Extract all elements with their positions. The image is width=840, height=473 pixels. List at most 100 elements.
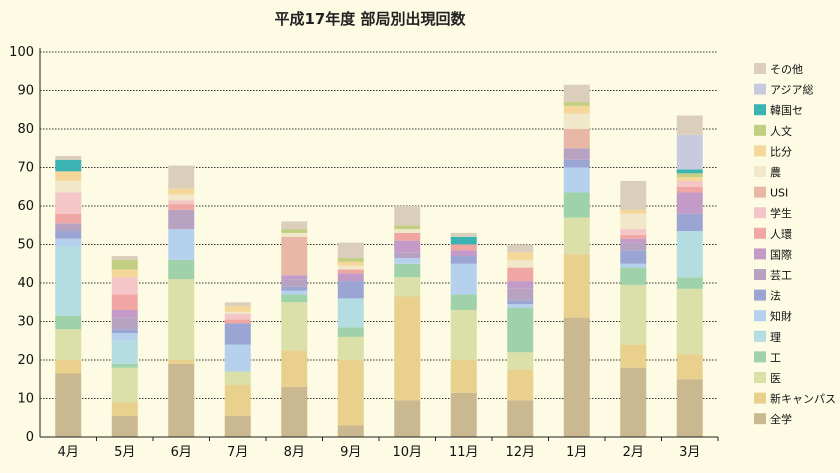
bar-segment (337, 242, 364, 258)
bar-segment (55, 180, 82, 193)
y-tick-label: 90 (17, 84, 34, 99)
bar-segment (281, 350, 308, 387)
bar-segment (55, 223, 82, 232)
bar-segment (168, 360, 195, 364)
bar-segment (337, 336, 364, 360)
bar-segment (676, 177, 703, 181)
legend-label: 学生 (770, 206, 792, 220)
bar-segment (620, 234, 647, 239)
bar-segment (281, 232, 308, 237)
bar-segment (111, 309, 138, 318)
y-tick-label: 60 (17, 199, 34, 214)
bar-segment (620, 250, 647, 264)
bar-segment (507, 369, 534, 401)
axes: 0 10 20 30 40 50 60 70 80 90 100 4月 5月 6月 7月 8月 9月 10月 11月… (9, 45, 719, 460)
legend-label: 全学 (770, 412, 792, 426)
bar-segment (55, 360, 82, 374)
x-tick-label: 6月 (171, 445, 192, 460)
x-tick-label: 11月 (449, 445, 479, 460)
bar-segment (507, 259, 534, 268)
legend-label: 芸工 (770, 269, 792, 282)
x-tick-label: 1月 (566, 445, 587, 460)
bar-segment (394, 296, 421, 401)
x-tick-label: 5月 (114, 445, 135, 460)
x-tick-label: 10月 (392, 445, 422, 460)
y-tick-label: 40 (17, 276, 34, 291)
bar-segment (224, 313, 251, 320)
bar-segment (394, 277, 421, 297)
bar-segment (337, 261, 364, 266)
bar-segment (676, 173, 703, 178)
bar-segment (676, 354, 703, 380)
bar-segment (563, 84, 590, 103)
y-tick-label: 10 (17, 392, 34, 407)
legend-swatch (754, 413, 766, 425)
bar-segment (507, 352, 534, 370)
bar-segment (563, 192, 590, 218)
bar-segment (281, 386, 308, 437)
bar-segment (111, 259, 138, 270)
bar-segment (450, 263, 477, 295)
bar-segment (563, 129, 590, 149)
bar-segment (394, 252, 421, 258)
x-tick-label: 3月 (679, 445, 700, 460)
bar-segment (337, 269, 364, 274)
gridlines (40, 51, 718, 399)
bar-segment (337, 360, 364, 426)
bar-segment (394, 240, 421, 253)
bar-segment (55, 155, 82, 160)
bar-segment (281, 294, 308, 303)
x-tick-label: 9月 (340, 445, 361, 460)
bar-segment (507, 244, 534, 253)
bar-segment (563, 113, 590, 129)
legend-label: 韓国セ (770, 104, 803, 117)
bar-segment (281, 229, 308, 233)
y-tick-label: 80 (17, 122, 34, 137)
bar-segment (620, 344, 647, 368)
bar-segment (111, 367, 138, 403)
bar-segment (620, 263, 647, 268)
bar-segment (224, 344, 251, 372)
legend-swatch (754, 330, 766, 342)
bar-segment (168, 200, 195, 205)
legend-label: その他 (770, 63, 803, 76)
bar-segment (563, 102, 590, 106)
bar-segment (111, 402, 138, 416)
bar-segment (55, 192, 82, 214)
bar-segment (676, 186, 703, 193)
y-tick-label: 100 (9, 45, 34, 60)
bar-segment (507, 308, 534, 353)
legend-swatch (754, 145, 766, 157)
bar-segment (450, 250, 477, 257)
bars (55, 84, 703, 437)
legend-label: 法 (770, 289, 781, 303)
bar-segment (507, 304, 534, 309)
bar-segment (111, 363, 138, 368)
bar-segment (337, 273, 364, 282)
bar-segment (507, 267, 534, 282)
bar-segment (676, 192, 703, 214)
bar-segment (111, 415, 138, 437)
legend-swatch (754, 372, 766, 383)
bar-segment (337, 281, 364, 299)
bar-segment (224, 371, 251, 386)
bar-segment (281, 279, 308, 287)
bar-segment (168, 229, 195, 260)
legend-swatch (754, 124, 766, 136)
bar-segment (507, 300, 534, 305)
bar-segment (281, 236, 308, 276)
legend-label: 医 (770, 372, 781, 385)
bar-segment (394, 263, 421, 278)
bar-segment (676, 169, 703, 174)
bar-segment (168, 194, 195, 201)
bar-segment (111, 329, 138, 334)
bar-segment (676, 115, 703, 135)
bar-segment (281, 275, 308, 280)
bar-segment (450, 360, 477, 393)
bar-segment (337, 257, 364, 262)
bar-segment (563, 167, 590, 193)
bar-segment (111, 256, 138, 260)
legend-swatch (754, 83, 766, 95)
bar-segment (55, 238, 82, 247)
legend-label: 工 (770, 351, 781, 364)
